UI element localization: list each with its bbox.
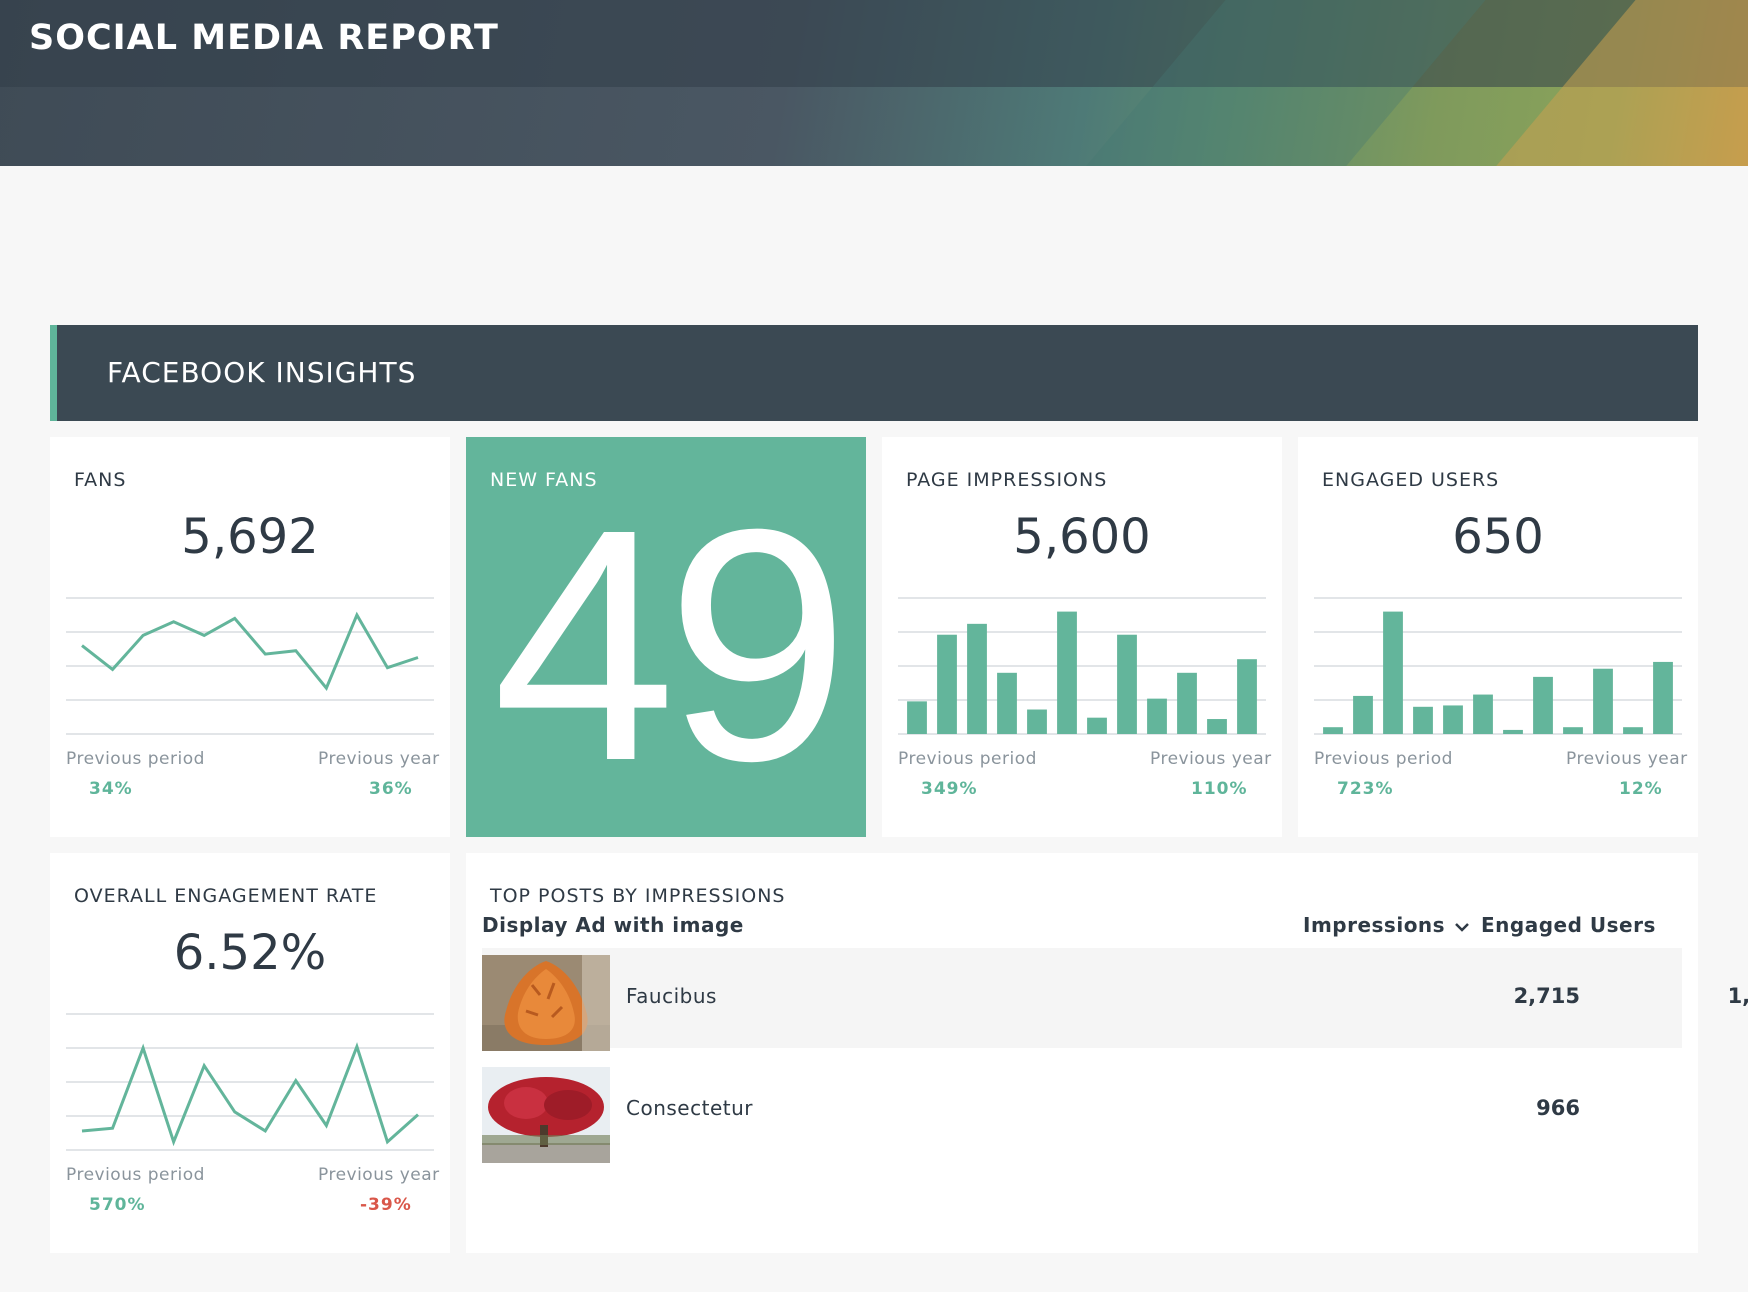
column-header-engaged-users: Engaged Users xyxy=(1481,913,1656,937)
bar xyxy=(1623,727,1643,734)
top-posts-card: TOP POSTS BY IMPRESSIONS xyxy=(466,853,1698,1253)
post-thumbnail-red-tree xyxy=(482,1067,610,1163)
engagement-rate-prev-year-label: Previous year xyxy=(318,1165,440,1185)
fans-prev-year-value: 36% xyxy=(369,779,413,799)
engagement-rate-value: 6.52% xyxy=(173,925,327,981)
page-impressions-value: 5,600 xyxy=(1013,509,1151,565)
bar xyxy=(967,623,987,734)
bar xyxy=(1177,672,1197,734)
fans-label: FANS xyxy=(74,469,127,491)
bar xyxy=(1087,717,1107,734)
page-impressions-label: PAGE IMPRESSIONS xyxy=(906,469,1108,491)
table-row[interactable]: Faucibus 2,715 1,711 xyxy=(482,948,1748,1051)
fans-prev-period-label: Previous period xyxy=(66,749,205,769)
engaged-users-card: ENGAGED USERS 650 xyxy=(1298,437,1698,837)
fans-line-chart xyxy=(66,597,434,735)
bar xyxy=(1503,729,1523,734)
bar xyxy=(1383,611,1403,734)
post-impressions: 966 xyxy=(1536,1096,1580,1120)
engaged-users-prev-year-label: Previous year xyxy=(1566,749,1688,769)
engagement-rate-line-chart xyxy=(66,1013,434,1151)
series-line xyxy=(81,611,419,691)
engagement-rate-prev-period-value: 570% xyxy=(89,1195,146,1215)
engagement-rate-prev-year-value: -39% xyxy=(360,1195,412,1215)
engagement-rate-card: OVERALL ENGAGEMENT RATE 6.52% xyxy=(50,853,450,1253)
bar xyxy=(1563,727,1583,734)
post-name: Consectetur xyxy=(626,1096,753,1120)
table-row[interactable]: Consectetur 966 632 xyxy=(482,1060,1682,1163)
chevron-down-icon xyxy=(1454,918,1470,937)
column-header-impressions[interactable]: Impressions xyxy=(1303,913,1470,937)
bar xyxy=(1057,611,1077,734)
engagement-rate-label: OVERALL ENGAGEMENT RATE xyxy=(74,885,378,907)
engaged-users-prev-period-value: 723% xyxy=(1337,779,1394,799)
post-name: Faucibus xyxy=(626,984,717,1008)
bar xyxy=(1237,659,1257,734)
column-header-post: Display Ad with image xyxy=(482,913,744,937)
fans-value: 5,692 xyxy=(181,509,319,565)
bar xyxy=(1593,668,1613,734)
engaged-users-label: ENGAGED USERS xyxy=(1322,469,1500,491)
page-impressions-prev-year-label: Previous year xyxy=(1150,749,1272,769)
bar xyxy=(1653,661,1673,734)
report-title: SOCIAL MEDIA REPORT xyxy=(29,18,499,58)
bar xyxy=(1353,695,1373,734)
bar xyxy=(1443,705,1463,734)
bar xyxy=(997,672,1017,734)
section-title: FACEBOOK INSIGHTS xyxy=(107,356,417,389)
bar xyxy=(1207,719,1227,734)
new-fans-card: NEW FANS 49 xyxy=(466,437,866,837)
impressions-header-label: Impressions xyxy=(1303,913,1446,937)
bar xyxy=(1323,727,1343,734)
fans-prev-period-value: 34% xyxy=(89,779,133,799)
bar xyxy=(1533,676,1553,734)
engaged-users-prev-period-label: Previous period xyxy=(1314,749,1453,769)
series-line xyxy=(81,1042,419,1147)
engaged-users-prev-year-value: 12% xyxy=(1619,779,1663,799)
new-fans-value: 49 xyxy=(492,460,849,829)
post-thumbnail-orange-tree xyxy=(482,955,610,1051)
page-impressions-prev-year-value: 110% xyxy=(1191,779,1248,799)
new-fans-label: NEW FANS xyxy=(490,469,598,491)
page-impressions-prev-period-value: 349% xyxy=(921,779,978,799)
bar xyxy=(937,634,957,734)
report-header: SOCIAL MEDIA REPORT xyxy=(0,0,1748,166)
page-impressions-bar-chart xyxy=(898,597,1266,735)
post-impressions: 2,715 xyxy=(1513,984,1580,1008)
engaged-users-value: 650 xyxy=(1452,509,1544,565)
bar xyxy=(1027,709,1047,734)
bar xyxy=(1413,706,1433,734)
bar xyxy=(907,701,927,734)
engaged-users-bar-chart xyxy=(1314,597,1682,735)
header-band xyxy=(0,0,1748,87)
fans-prev-year-label: Previous year xyxy=(318,749,440,769)
page-impressions-prev-period-label: Previous period xyxy=(898,749,1037,769)
bar xyxy=(1117,634,1137,734)
post-engaged-users: 632 xyxy=(1674,1096,1748,1120)
section-header xyxy=(50,325,1698,421)
top-posts-label: TOP POSTS BY IMPRESSIONS xyxy=(490,885,786,907)
engagement-rate-prev-period-label: Previous period xyxy=(66,1165,205,1185)
bar xyxy=(1147,698,1167,734)
post-engaged-users: 1,711 xyxy=(1727,984,1748,1008)
bar xyxy=(1473,694,1493,734)
